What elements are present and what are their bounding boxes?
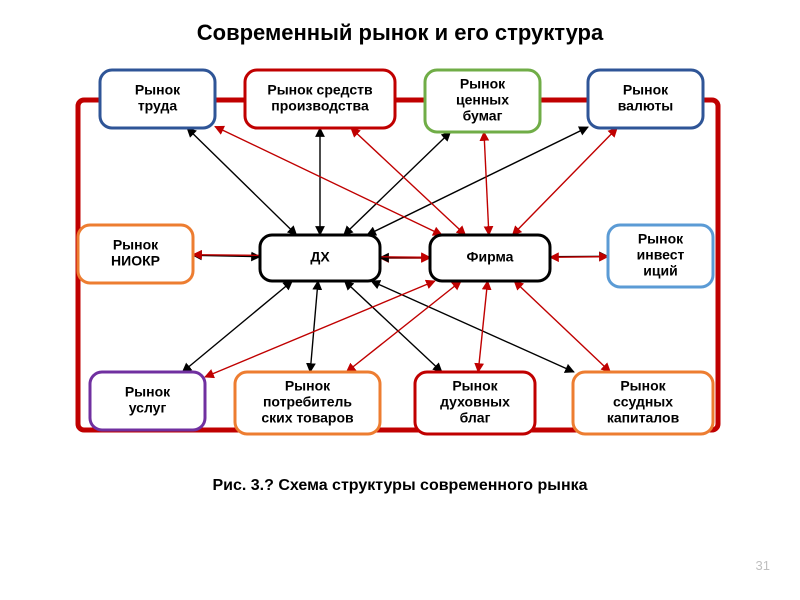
node-label-cennyh: Рынок xyxy=(460,76,506,92)
edge-dh-potreb xyxy=(310,281,318,372)
node-label-firma: Фирма xyxy=(467,249,514,265)
diagram-canvas: Современный рынок и его структура Рынокт… xyxy=(0,0,800,600)
node-label-niokr: Рынок xyxy=(113,237,159,253)
nodes-layer: РыноктрудаРынок средствпроизводстваРынок… xyxy=(78,70,713,434)
node-dh: ДХ xyxy=(260,235,380,281)
node-firma: Фирма xyxy=(430,235,550,281)
node-label-cennyh: ценных xyxy=(456,92,509,108)
node-label-ssud: Рынок xyxy=(620,378,666,394)
node-truda: Рыноктруда xyxy=(100,70,215,128)
node-label-valyuty: Рынок xyxy=(623,82,669,98)
node-niokr: РынокНИОКР xyxy=(78,225,193,283)
node-invest: Рынокинвестиций xyxy=(608,225,713,287)
node-label-valyuty: валюты xyxy=(618,98,674,114)
node-label-ssud: ссудных xyxy=(613,394,673,410)
edge-dh-cennyh xyxy=(344,132,451,235)
edge-dh-duhov xyxy=(345,281,442,372)
node-duhov: Рынокдуховныхблаг xyxy=(415,372,535,434)
node-label-duhov: благ xyxy=(460,410,491,426)
node-label-invest: Рынок xyxy=(638,231,684,247)
node-label-duhov: духовных xyxy=(440,394,510,410)
node-label-cennyh: бумаг xyxy=(463,108,503,124)
node-label-duhov: Рынок xyxy=(452,378,498,394)
node-label-uslug: Рынок xyxy=(125,384,171,400)
node-label-dh: ДХ xyxy=(310,249,330,265)
node-uslug: Рынокуслуг xyxy=(90,372,205,430)
node-label-potreb: потребитель xyxy=(263,394,352,410)
figure-caption: Рис. 3.? Схема структуры современного ры… xyxy=(212,477,587,494)
node-label-truda: Рынок xyxy=(135,82,181,98)
page-title: Современный рынок и его структура xyxy=(197,20,604,45)
edge-firma-duhov xyxy=(478,281,487,372)
node-sredstv: Рынок средствпроизводства xyxy=(245,70,395,128)
edge-firma-invest xyxy=(550,257,608,258)
node-ssud: Рынокссудныхкапиталов xyxy=(573,372,713,434)
node-label-niokr: НИОКР xyxy=(111,253,160,269)
node-potreb: Рынокпотребительских товаров xyxy=(235,372,380,434)
node-label-invest: иций xyxy=(643,263,677,279)
node-valyuty: Рыноквалюты xyxy=(588,70,703,128)
edge-firma-valyuty xyxy=(512,128,617,235)
edge-dh-truda xyxy=(187,128,296,235)
node-label-invest: инвест xyxy=(637,247,685,263)
edge-dh-uslug xyxy=(182,281,292,372)
node-label-sredstv: Рынок средств xyxy=(267,82,373,98)
node-cennyh: Рынокценныхбумаг xyxy=(425,70,540,132)
node-label-sredstv: производства xyxy=(271,98,369,114)
edges-layer xyxy=(182,126,617,376)
edge-firma-ssud xyxy=(514,281,610,372)
edge-firma-cennyh xyxy=(484,132,489,235)
node-label-potreb: ских товаров xyxy=(261,410,354,426)
node-label-ssud: капиталов xyxy=(607,410,680,426)
node-label-uslug: услуг xyxy=(129,400,167,416)
node-label-potreb: Рынок xyxy=(285,378,331,394)
page-number: 31 xyxy=(756,558,770,573)
node-label-truda: труда xyxy=(138,98,178,114)
